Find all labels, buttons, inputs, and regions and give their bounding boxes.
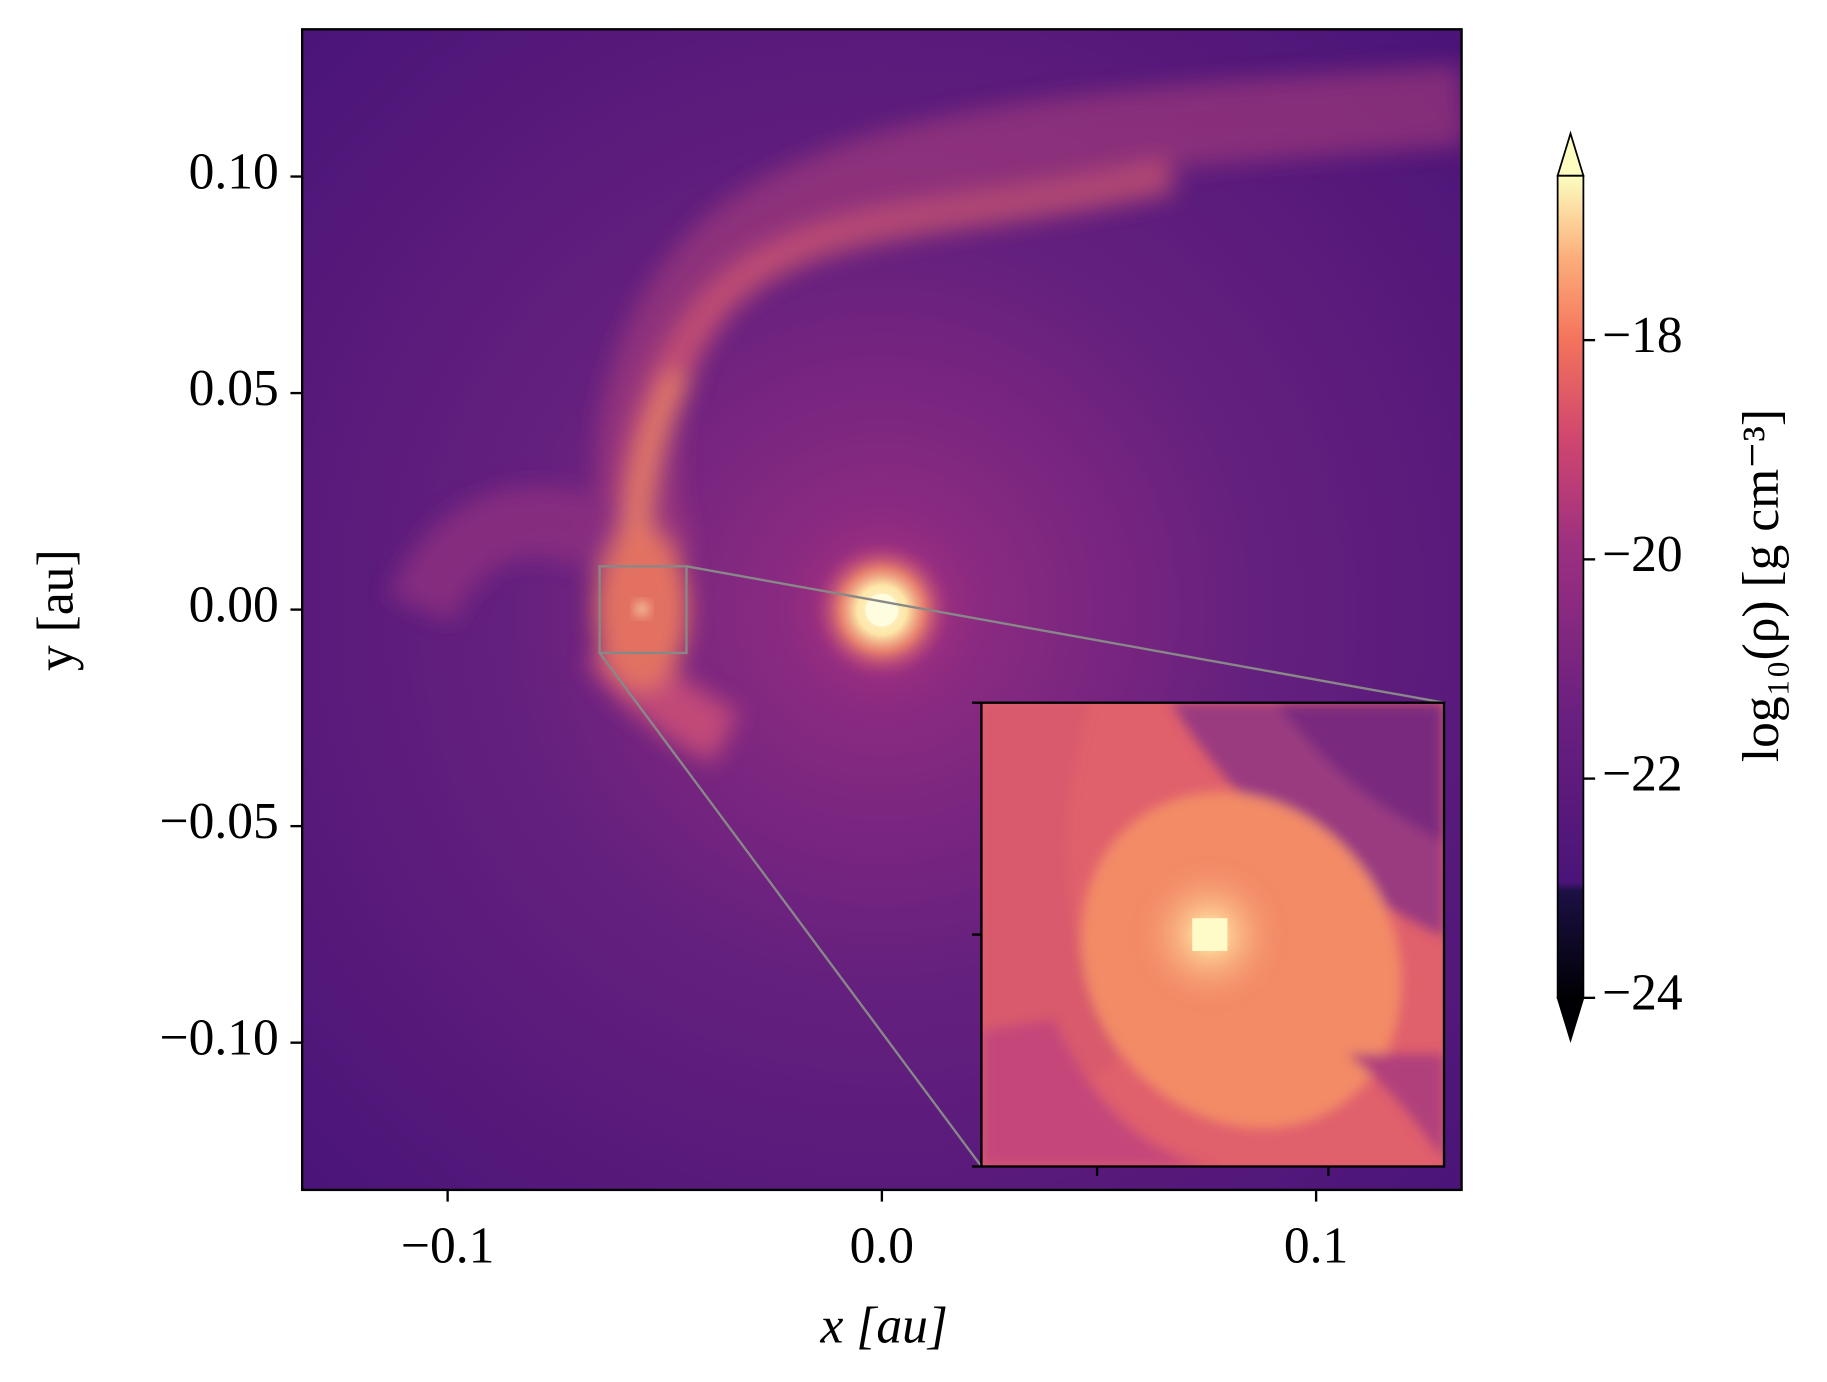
y-tick-label: 0.10 (189, 143, 279, 200)
colorbar-frame (1556, 174, 1585, 999)
density-map (302, 29, 1462, 1190)
colorbar-extend-max (1556, 130, 1585, 177)
zoom-box (598, 565, 688, 655)
x-tick-label: 0.0 (850, 1218, 914, 1275)
colorbar-label: log₁₀(ρ) [g cm⁻³] (1733, 409, 1790, 762)
colorbar-tick-label: −20 (1602, 526, 1683, 583)
colorbar-tick-label: −22 (1602, 745, 1683, 802)
colorbar-fill (1557, 175, 1584, 998)
x-tick-label: 0.1 (1284, 1218, 1348, 1275)
colorbar-tick-label: −24 (1602, 965, 1683, 1022)
x-tick-label: −0.1 (401, 1218, 494, 1275)
colorbar-extend-min (1556, 996, 1585, 1044)
y-tick-label: −0.05 (160, 793, 279, 850)
connector (686, 565, 1445, 704)
y-tick-label: 0.05 (189, 360, 279, 417)
y-tick-label: −0.10 (160, 1009, 279, 1066)
y-tick-label: 0.00 (189, 576, 279, 633)
y-axis-label: y [au] (28, 549, 85, 671)
colorbar: −24 −22 −20 −18 (1556, 130, 1683, 1044)
colorbar-tick-label: −18 (1602, 307, 1683, 364)
inset-map (981, 702, 1445, 1167)
connector (598, 652, 983, 1168)
zoom-indicator (598, 565, 1445, 1168)
x-axis-label: x [au] (820, 1297, 948, 1354)
